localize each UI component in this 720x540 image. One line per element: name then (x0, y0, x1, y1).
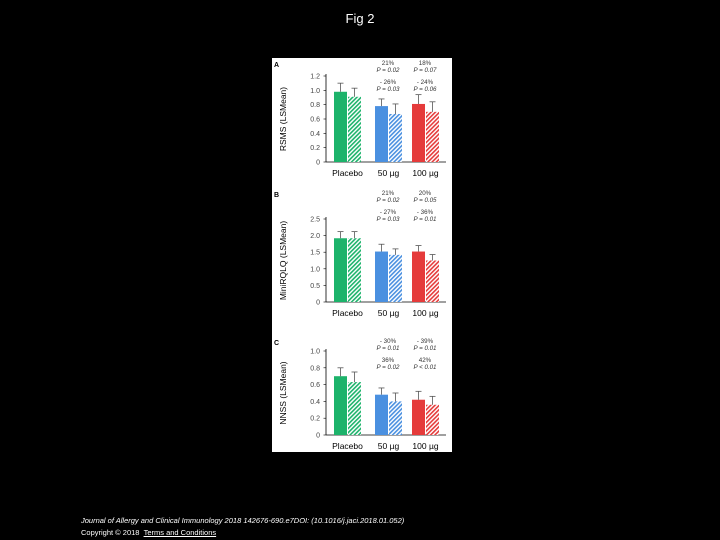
stat-annotation: P = 0.01 (414, 345, 437, 352)
y-tick-label: 0.2 (310, 416, 320, 423)
stat-annotation: P = 0.06 (414, 86, 438, 93)
bar (348, 238, 361, 302)
stat-annotation: 18% (419, 60, 432, 67)
bar (334, 91, 347, 162)
y-axis-title: NNSS (LSMean) (278, 361, 288, 424)
stat-annotation: - 26% (380, 79, 397, 86)
x-category-label: 50 µg (378, 308, 400, 318)
y-tick-label: 0.6 (310, 382, 320, 389)
stat-annotation: - 30% (380, 338, 397, 345)
copyright-text: Copyright © 2018 (81, 528, 140, 537)
stat-annotation: P = 0.03 (377, 216, 401, 223)
citation: Journal of Allergy and Clinical Immunolo… (81, 516, 404, 525)
bar (389, 401, 402, 435)
stat-annotation: 21% (382, 60, 395, 67)
stat-annotation: 21% (382, 190, 395, 197)
x-category-label: 100 µg (412, 308, 438, 318)
figure-panel: A RSMS (LSMean) 0 0.2 0.4 0.6 0.8 1.0 1.2 Placebo… (272, 58, 452, 452)
bar (426, 404, 439, 435)
panel-label: C (274, 340, 279, 347)
stat-annotation: P = 0.01 (377, 345, 400, 352)
y-axis-title: MiniRQLQ (LSMean) (278, 221, 288, 301)
y-tick-label: 1.0 (310, 349, 320, 356)
bar (348, 382, 361, 435)
x-category-label: 100 µg (412, 168, 438, 178)
stat-annotation: P = 0.02 (377, 67, 401, 74)
figure-chart: A RSMS (LSMean) 0 0.2 0.4 0.6 0.8 1.0 1.2 Placebo… (274, 60, 446, 451)
panel-label: A (274, 62, 279, 69)
stat-annotation: P = 0.03 (377, 86, 401, 93)
y-tick-label: 1.0 (310, 88, 320, 95)
y-tick-label: 0 (316, 300, 320, 307)
stat-annotation: 42% (419, 357, 432, 364)
journal-name: Journal of Allergy and Clinical Immunolo… (81, 516, 223, 525)
x-category-label: Placebo (332, 308, 363, 318)
stat-annotation: P = 0.07 (414, 67, 438, 74)
stat-annotation: - 27% (380, 209, 397, 216)
bar (375, 106, 388, 162)
panel-label: B (274, 192, 279, 199)
stat-annotation: - 39% (417, 338, 434, 345)
y-tick-label: 0.2 (310, 145, 320, 152)
bar (348, 96, 361, 162)
copyright-line: Copyright © 2018 Terms and Conditions (81, 528, 216, 537)
bar (334, 238, 347, 302)
stat-annotation: P = 0.05 (414, 197, 438, 204)
bar (375, 251, 388, 302)
stat-annotation: - 24% (417, 79, 434, 86)
x-category-label: Placebo (332, 441, 363, 451)
y-tick-label: 2.5 (310, 217, 320, 224)
stat-annotation: P < 0.01 (414, 364, 437, 371)
y-tick-label: 1.5 (310, 250, 320, 257)
y-tick-label: 0.8 (310, 102, 320, 109)
y-tick-label: 0.8 (310, 365, 320, 372)
x-category-label: Placebo (332, 168, 363, 178)
x-category-label: 50 µg (378, 441, 400, 451)
y-axis-title: RSMS (LSMean) (278, 87, 288, 151)
x-category-label: 100 µg (412, 441, 438, 451)
page-title: Fig 2 (345, 11, 375, 26)
y-tick-label: 0 (316, 433, 320, 440)
bar (375, 394, 388, 435)
bar (389, 113, 402, 162)
y-tick-label: 0.4 (310, 399, 320, 406)
stat-annotation: P = 0.01 (414, 216, 437, 223)
stat-annotation: 20% (419, 190, 432, 197)
stat-annotation: P = 0.02 (377, 364, 401, 371)
y-tick-label: 0 (316, 160, 320, 167)
y-tick-label: 1.0 (310, 266, 320, 273)
bar (412, 103, 425, 162)
y-tick-label: 0.4 (310, 131, 320, 138)
bar (412, 251, 425, 302)
y-tick-label: 0.6 (310, 117, 320, 124)
x-category-label: 50 µg (378, 168, 400, 178)
bar (389, 254, 402, 302)
stat-annotation: - 36% (417, 209, 434, 216)
stat-annotation: P = 0.02 (377, 197, 401, 204)
terms-link[interactable]: Terms and Conditions (143, 528, 217, 537)
stat-annotation: 36% (382, 357, 395, 364)
bar (426, 260, 439, 302)
bar (334, 376, 347, 435)
y-tick-label: 0.5 (310, 283, 320, 290)
citation-details: 2018 142676-690.e7DOI: (10.1016/j.jaci.2… (222, 516, 405, 525)
y-tick-label: 1.2 (310, 74, 320, 81)
y-tick-label: 2.0 (310, 233, 320, 240)
bar (426, 111, 439, 162)
bar (412, 399, 425, 435)
